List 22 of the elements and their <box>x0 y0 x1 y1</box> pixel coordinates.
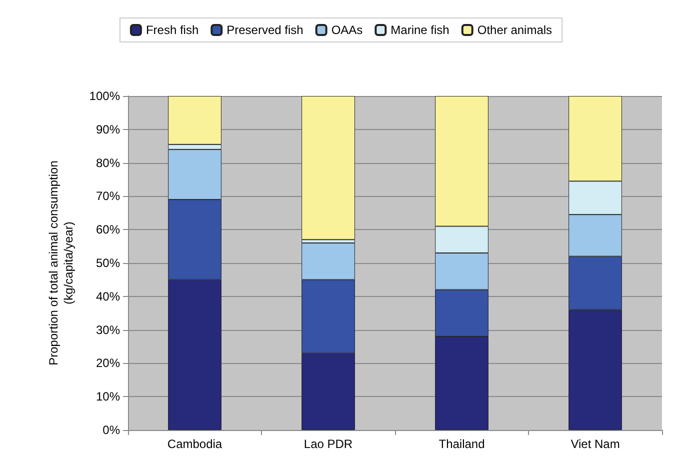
y-axis-title: Proportion of total animal consumption (kg/capita/year) <box>46 160 76 366</box>
y-tick-label: 100% <box>89 89 120 103</box>
x-tick-label: Cambodia <box>167 437 222 451</box>
y-tick-label: 80% <box>96 156 120 170</box>
y-tick-label: 30% <box>96 322 120 337</box>
y-tick-label: 70% <box>96 189 120 204</box>
y-tick-label: 50% <box>96 256 120 270</box>
legend-label: Preserved fish <box>226 23 304 37</box>
legend-label: Marine fish <box>390 23 450 37</box>
x-tick-label: Thailand <box>438 437 485 451</box>
y-tick-label: 90% <box>96 122 120 136</box>
y-tick-label: 60% <box>96 222 120 237</box>
y-tick-label: 40% <box>96 289 120 304</box>
legend-label: OAAs <box>331 23 363 37</box>
bar <box>302 96 355 240</box>
legend-label: Other animals <box>477 23 552 37</box>
x-tick-label: Viet Nam <box>570 437 620 451</box>
x-tick-label: Lao PDR <box>304 437 353 451</box>
legend-label: Fresh fish <box>146 23 199 37</box>
y-tick-label: 0% <box>102 423 120 437</box>
y-tick-label: 20% <box>96 356 120 370</box>
y-tick-label: 10% <box>96 390 120 404</box>
